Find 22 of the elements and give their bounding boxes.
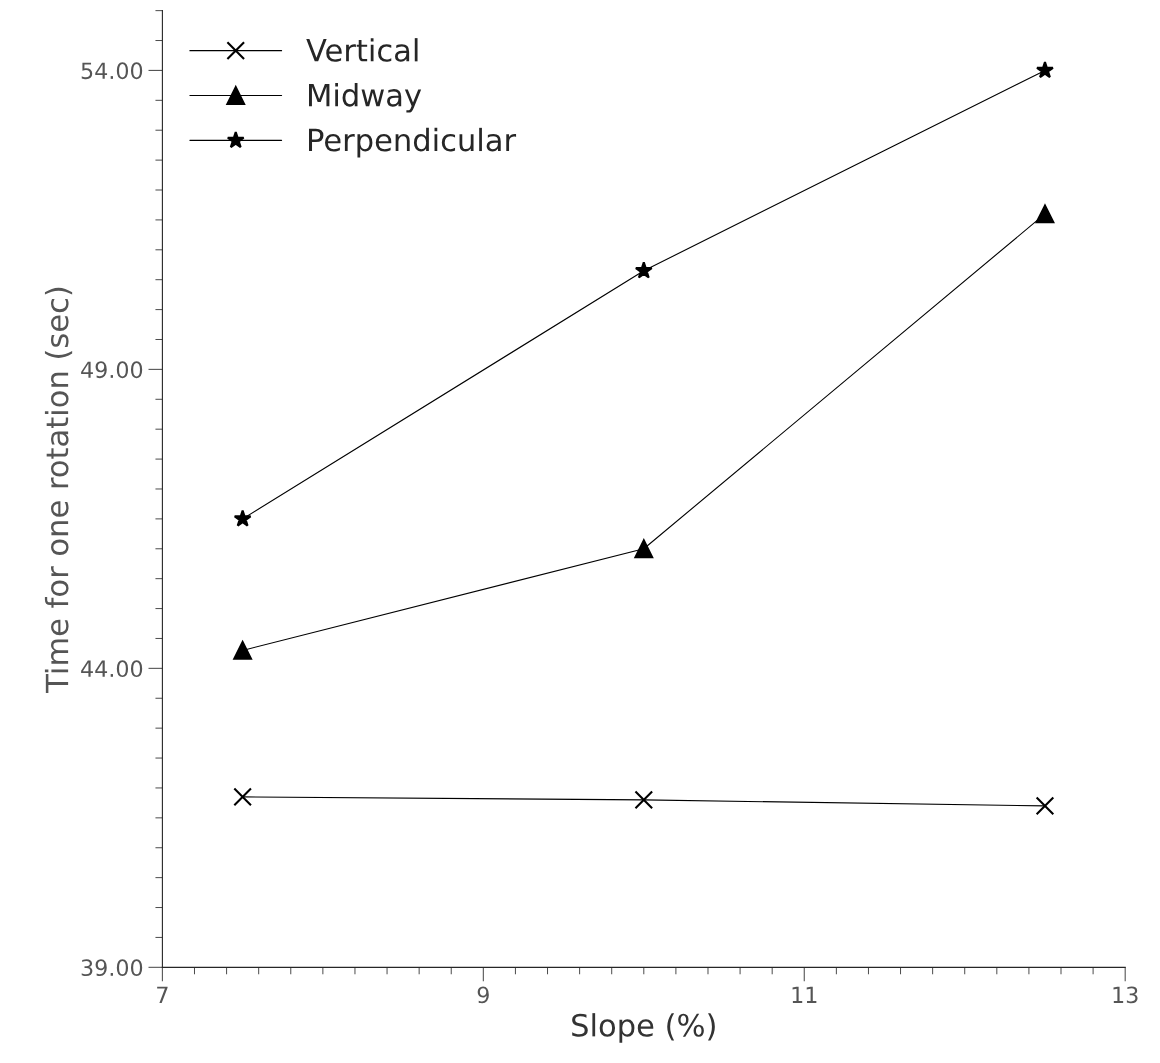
point [233, 641, 253, 660]
point [634, 790, 654, 810]
y-tick-label: 44.00 [81, 660, 143, 678]
y-tick-label: 39.00 [81, 959, 143, 977]
y-tick-label: 54.00 [81, 62, 143, 80]
x-tick-label: 7 [157, 986, 168, 1003]
point [1036, 61, 1054, 79]
y-tick-label: 49.00 [81, 361, 143, 379]
point [1035, 204, 1055, 224]
point [1035, 796, 1055, 816]
legend-label: Vertical [306, 38, 418, 62]
point [233, 509, 252, 527]
legend-label: Midway [309, 82, 422, 113]
point [634, 261, 653, 279]
x-tick-label: 9 [477, 986, 489, 1004]
x-tick-label: 11 [792, 986, 817, 1003]
point [634, 539, 654, 559]
legend-label: Perpendicular [309, 127, 517, 158]
point [233, 787, 253, 807]
x-tick-label: 13 [1113, 986, 1138, 1004]
y-axis-title: Time for one rotation (sec) [44, 287, 73, 693]
x-axis-title: Slope (%) [572, 1013, 715, 1043]
